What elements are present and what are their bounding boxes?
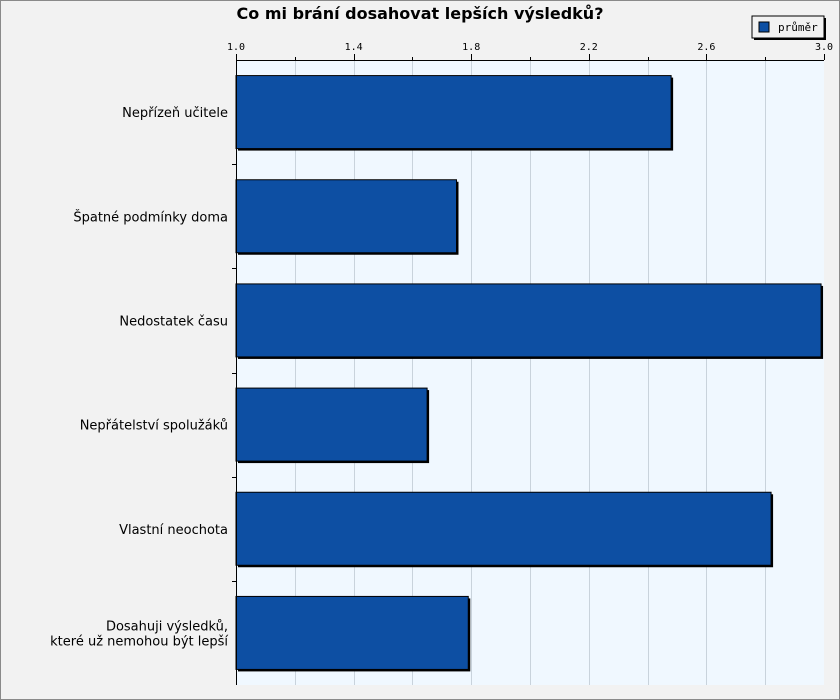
category-label: Nepřátelství spolužáků	[80, 419, 228, 434]
bar	[235, 75, 672, 150]
category-label: Nepřízeň učitele	[122, 106, 228, 121]
x-tick-label: 2.2	[580, 42, 598, 53]
category-label: které už nemohou být lepší	[50, 634, 228, 649]
category-label: Dosahuji výsledků,	[106, 619, 228, 634]
x-tick-label: 3.0	[815, 42, 833, 53]
chart-title: Co mi brání dosahovat lepších výsledků?	[237, 4, 604, 23]
bar	[235, 491, 772, 566]
x-tick-label: 2.6	[697, 42, 715, 53]
legend-swatch	[758, 21, 770, 33]
x-tick-label: 1.8	[462, 42, 480, 53]
legend-label: průměr	[778, 21, 818, 34]
x-tick-label: 1.4	[345, 42, 363, 53]
category-label: Nedostatek času	[119, 314, 228, 329]
x-tick-label: 1.0	[227, 42, 245, 53]
bar	[235, 387, 428, 462]
bar	[235, 283, 822, 358]
category-label: Špatné podmínky doma	[73, 209, 228, 225]
bar	[235, 595, 469, 670]
bar	[235, 179, 457, 254]
category-label: Vlastní neochota	[119, 523, 228, 538]
legend-box	[751, 15, 825, 39]
